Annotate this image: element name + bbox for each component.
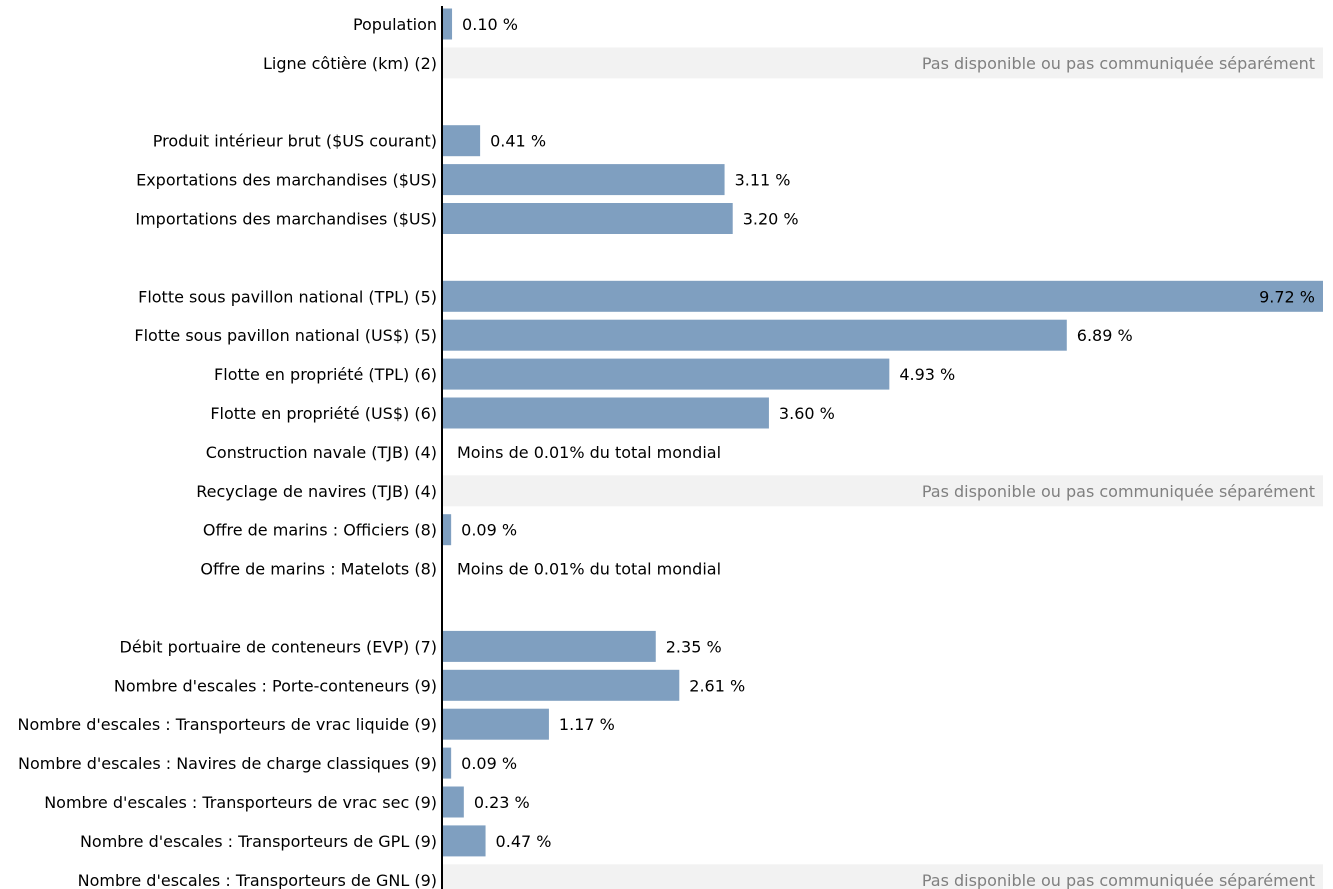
data-label: 0.47 % (496, 832, 552, 851)
data-label: 3.20 % (743, 210, 799, 229)
bar (443, 708, 549, 740)
not-available-note: Pas disponible ou pas communiquée séparé… (922, 54, 1315, 73)
data-label: 6.89 % (1077, 326, 1133, 345)
category-label: Importations des marchandises ($US) (135, 210, 437, 229)
bar (443, 669, 680, 701)
less-than-note: Moins de 0.01% du total mondial (457, 443, 721, 462)
bar (443, 397, 769, 429)
bar (443, 514, 452, 546)
not-available-note: Pas disponible ou pas communiquée séparé… (922, 871, 1315, 889)
data-label: 2.35 % (666, 637, 722, 656)
not-available-band (443, 475, 1323, 507)
category-label: Ligne côtière (km) (2) (263, 54, 437, 73)
category-label: Nombre d'escales : Transporteurs de vrac… (44, 793, 437, 812)
category-label: Flotte sous pavillon national (TPL) (5) (138, 287, 437, 306)
not-available-note: Pas disponible ou pas communiquée séparé… (922, 482, 1315, 501)
category-label: Débit portuaire de conteneurs (EVP) (7) (120, 637, 437, 656)
data-label: 0.23 % (474, 793, 530, 812)
category-label: Nombre d'escales : Transporteurs de GNL … (78, 871, 437, 889)
category-label: Recyclage de navires (TJB) (4) (196, 482, 437, 501)
data-label: 4.93 % (899, 365, 955, 384)
bar (443, 8, 453, 40)
data-label: 3.11 % (735, 171, 791, 190)
bar (443, 630, 656, 662)
data-label: 0.10 % (462, 15, 518, 34)
bar (443, 786, 464, 818)
bar (443, 164, 725, 196)
category-label: Offre de marins : Matelots (8) (200, 560, 437, 579)
data-label: 9.72 % (1259, 287, 1315, 306)
category-label: Exportations des marchandises ($US) (136, 171, 437, 190)
bar (443, 825, 486, 857)
category-label: Flotte en propriété (US$) (6) (210, 404, 437, 423)
not-available-band (443, 47, 1323, 79)
bar (443, 125, 481, 157)
bar (443, 203, 733, 234)
bar (443, 747, 452, 779)
not-available-band (443, 864, 1323, 889)
category-label: Offre de marins : Officiers (8) (203, 521, 437, 540)
bar (443, 280, 1323, 312)
less-than-note: Moins de 0.01% du total mondial (457, 560, 721, 579)
category-label: Flotte sous pavillon national (US$) (5) (134, 326, 437, 345)
bar (443, 319, 1067, 351)
data-label: 2.61 % (689, 676, 745, 695)
data-label: 0.09 % (461, 521, 517, 540)
category-label: Nombre d'escales : Porte-conteneurs (9) (114, 676, 437, 695)
category-label: Flotte en propriété (TPL) (6) (214, 365, 437, 384)
category-label: Population (353, 15, 437, 34)
category-label: Nombre d'escales : Navires de charge cla… (18, 754, 437, 773)
data-label: 0.41 % (490, 132, 546, 151)
data-label: 3.60 % (779, 404, 835, 423)
category-label: Construction navale (TJB) (4) (206, 443, 437, 462)
category-label: Produit intérieur brut ($US courant) (153, 132, 437, 151)
bar (443, 358, 890, 390)
data-label: 0.09 % (461, 754, 517, 773)
category-label: Nombre d'escales : Transporteurs de vrac… (18, 715, 437, 734)
data-label: 1.17 % (559, 715, 615, 734)
category-label: Nombre d'escales : Transporteurs de GPL … (80, 832, 437, 851)
